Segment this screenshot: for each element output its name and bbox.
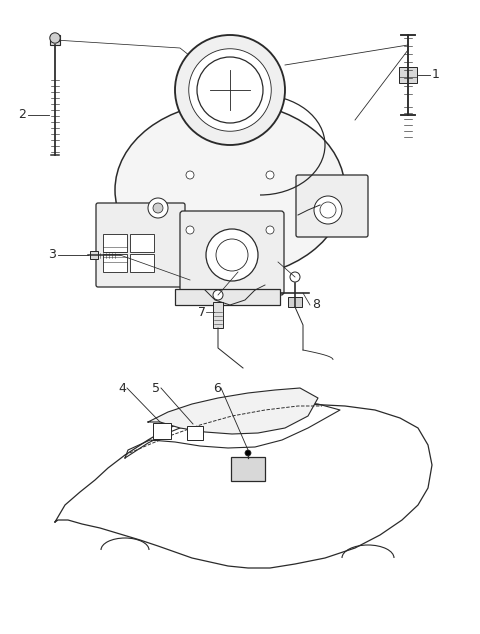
Circle shape [189,49,271,131]
Ellipse shape [115,103,345,278]
Text: 6: 6 [213,382,221,394]
Bar [103,254,127,272]
Circle shape [320,202,336,218]
FancyBboxPatch shape [231,457,265,481]
Text: 8: 8 [312,299,320,311]
FancyBboxPatch shape [96,203,185,287]
Bar [103,234,127,252]
Bar [213,302,223,328]
Bar [175,289,280,305]
Circle shape [213,290,223,300]
Bar [399,67,417,83]
Circle shape [197,57,263,123]
Circle shape [186,171,194,179]
Circle shape [206,229,258,281]
Text: 2: 2 [18,108,26,122]
FancyBboxPatch shape [50,35,60,45]
Circle shape [290,272,300,282]
Bar [90,251,98,259]
Circle shape [153,203,163,213]
Circle shape [148,198,168,218]
Circle shape [314,196,342,224]
Text: 1: 1 [432,68,440,82]
Bar [130,234,154,252]
Text: 7: 7 [198,306,206,318]
Bar [187,426,203,440]
FancyBboxPatch shape [180,211,284,295]
Bar [130,254,154,272]
Circle shape [50,33,60,43]
Circle shape [186,226,194,234]
Polygon shape [148,388,318,434]
Circle shape [216,239,248,271]
Text: 5: 5 [152,382,160,394]
Circle shape [175,35,285,145]
Circle shape [266,226,274,234]
Text: 3: 3 [48,249,56,261]
Text: 4: 4 [118,382,126,394]
FancyBboxPatch shape [296,175,368,237]
Bar [153,423,171,439]
Circle shape [245,450,251,456]
Circle shape [266,171,274,179]
FancyBboxPatch shape [288,297,302,307]
